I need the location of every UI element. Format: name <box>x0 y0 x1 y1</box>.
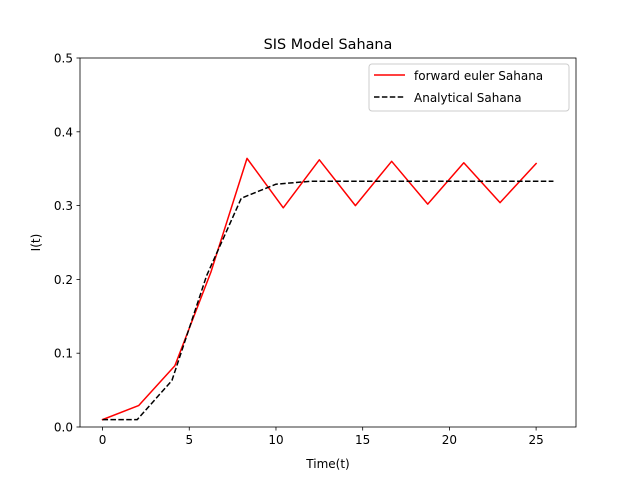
x-tick-label: 5 <box>185 433 193 447</box>
series-line-0 <box>101 157 538 421</box>
x-tick-label: 10 <box>268 433 283 447</box>
y-tick-label: 0.3 <box>54 199 73 213</box>
y-tick-label: 0.2 <box>54 273 73 287</box>
x-tick-label: 15 <box>355 433 370 447</box>
x-axis-ticks: 0 5 10 15 20 25 <box>99 427 544 447</box>
y-tick-label: 0.1 <box>54 347 73 361</box>
x-tick-label: 0 <box>99 433 107 447</box>
x-tick-label: 20 <box>442 433 457 447</box>
y-axis-label: I(t) <box>29 234 43 252</box>
x-tick-label: 25 <box>528 433 543 447</box>
legend: forward euler Sahana Analytical Sahana <box>368 63 570 112</box>
legend-label-euler: forward euler Sahana <box>414 69 543 83</box>
legend-box <box>368 63 570 112</box>
chart-title: SIS Model Sahana <box>264 37 393 53</box>
y-tick-label: 0.0 <box>54 421 73 435</box>
plot-lines <box>101 157 554 421</box>
y-tick-label: 0.4 <box>54 125 73 139</box>
series-line-1 <box>102 180 554 421</box>
plot-frame <box>79 57 577 428</box>
y-axis-ticks: 0.0 0.1 0.2 0.3 0.4 0.5 <box>54 52 80 435</box>
legend-label-analytical: Analytical Sahana <box>414 91 522 105</box>
y-tick-label: 0.5 <box>54 52 73 66</box>
x-axis-label: Time(t) <box>305 457 349 471</box>
